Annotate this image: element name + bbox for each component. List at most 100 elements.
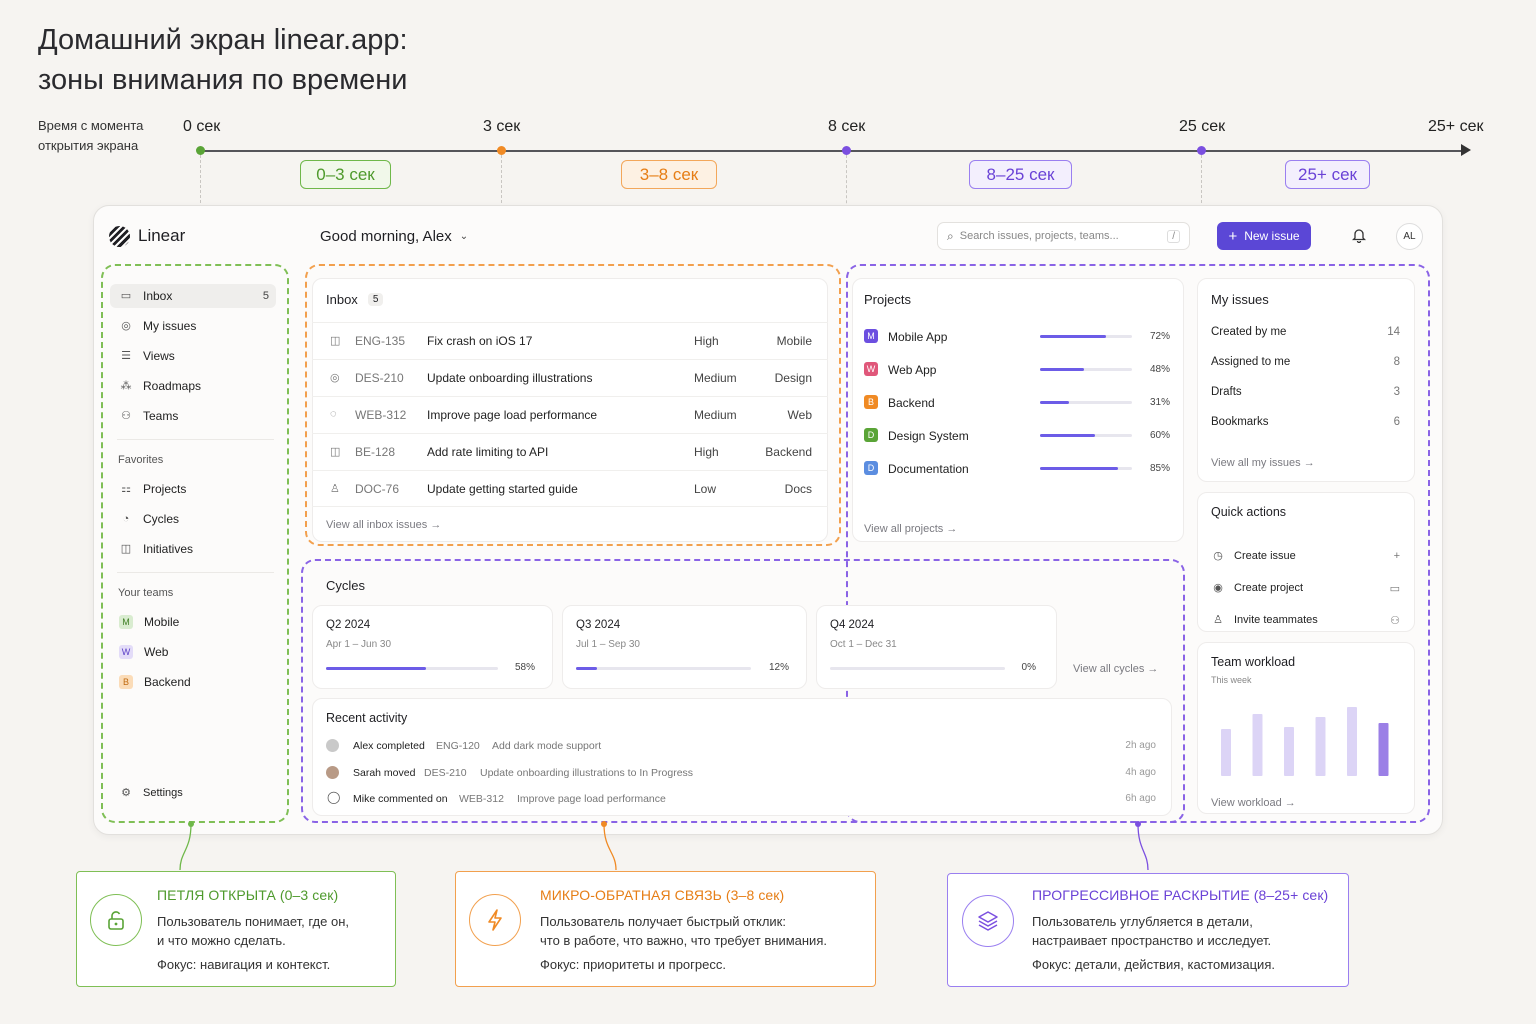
connector-purple-dot (1135, 821, 1141, 827)
connector-green-dot (188, 821, 194, 827)
timeline-axis (200, 150, 1466, 152)
range-pill-3-8: 3–8 сек (621, 160, 717, 189)
connector-purple (1137, 823, 1149, 871)
zone-micro-feedback (305, 264, 841, 546)
roadmap-icon: ⁂ (120, 380, 132, 392)
quick-actions-title: Quick actions (1211, 505, 1287, 519)
sidebar-item-initiatives[interactable]: ◫ Initiatives (120, 542, 194, 556)
inbox-list: ◫ ENG-135 Fix crash on iOS 17 High Mobil… (312, 322, 828, 507)
sidebar-item-projects[interactable]: ⚏ Projects (119, 477, 269, 501)
inbox-title: Inbox (326, 292, 358, 307)
view-all-cycles-link[interactable]: View all cycles → (1073, 663, 1159, 675)
projects-list: M Mobile App 72% W Web App 48% B Backend… (864, 326, 1170, 491)
quick-actions-list: ◷ Create issue + ◉ Create project ▭ ♙ Invite … (1211, 540, 1400, 636)
project-row[interactable]: W Web App 48% (864, 359, 1170, 392)
sidebar-item-team-web[interactable]: W Web (119, 640, 269, 664)
title-line-1: Домашний экран linear.app: (38, 24, 408, 56)
my-issues-card (1197, 278, 1415, 482)
workload-title: Team workload (1211, 655, 1296, 669)
table-row[interactable]: ◫ ENG-135 Fix crash on iOS 17 High Mobil… (312, 322, 828, 359)
tick-0: 0 сек (183, 118, 221, 135)
project-progress-fill (1040, 467, 1119, 470)
list-item[interactable]: Assigned to me 8 (1211, 356, 1400, 368)
quick-action-create-project[interactable]: ◉ Create project ▭ (1211, 572, 1400, 604)
search-placeholder: Search issues, projects, teams... (959, 230, 1119, 242)
project-progress-fill (1040, 368, 1085, 371)
greeting-text: Good morning, Alex (320, 228, 452, 245)
workload-bar (1315, 717, 1326, 776)
table-row[interactable]: ◎ DES-210 Update onboarding illustration… (312, 359, 828, 396)
project-row[interactable]: M Mobile App 72% (864, 326, 1170, 359)
inbox-row-icon: ♙ (330, 483, 340, 495)
plus-icon: + (1228, 227, 1238, 245)
sidebar-item-my-issues[interactable]: ◎ My issues (119, 314, 269, 338)
view-all-projects-link[interactable]: View all projects → (864, 523, 958, 535)
tick-25-plus: 25+ сек (1428, 118, 1484, 135)
sidebar-item-views[interactable]: ☰ Views (119, 344, 269, 368)
greeting-dropdown[interactable]: Good morning, Alex ⌄ (320, 228, 468, 245)
team-badge-backend: B (119, 675, 133, 689)
range-pill-25-plus: 25+ сек (1285, 160, 1370, 189)
tick-3: 3 сек (483, 118, 521, 135)
sidebar-item-cycles[interactable]: ◔ Cycles (119, 507, 269, 531)
table-row[interactable]: ♙ DOC-76 Update getting started guide Lo… (312, 470, 828, 507)
search-icon: ⌕ (947, 228, 954, 243)
inbox-row-icon: ◫ (330, 335, 341, 347)
bell-icon[interactable] (1351, 227, 1367, 244)
list-item[interactable]: Bookmarks 6 (1211, 416, 1400, 428)
new-issue-label: New issue (1244, 229, 1300, 243)
cycle-card-q4[interactable]: Q4 2024 Oct 1 – Dec 31 0% (816, 605, 1057, 689)
app-logo-text: Linear (138, 226, 186, 245)
timeline-arrow-icon (1461, 144, 1471, 156)
sidebar-item-teams[interactable]: ⚇ Teams (119, 404, 269, 428)
favorites-title: Favorites (118, 454, 164, 466)
view-all-my-issues-link[interactable]: View all my issues → (1211, 457, 1315, 469)
new-issue-button[interactable]: + New issue (1217, 222, 1311, 250)
project-progress-bar (1040, 368, 1132, 371)
activity-row[interactable]: ◯ Mike commented on WEB-312 Improve page… (327, 790, 1156, 805)
sidebar-item-roadmaps[interactable]: ⁂ Roadmaps (120, 379, 202, 393)
sidebar-item-settings[interactable]: ⚙ Settings (119, 781, 183, 805)
sidebar-main: ▭ Inbox 5 ◎ My issues ☰ Views ⁂ Roadmaps ⚇ Tea… (119, 284, 270, 428)
project-progress-fill (1040, 434, 1096, 437)
tick-8: 8 сек (828, 118, 866, 135)
activity-row[interactable]: Sarah moved DES-210 Update onboarding il… (326, 764, 1156, 791)
tick-25: 25 сек (1179, 118, 1226, 135)
project-row[interactable]: D Documentation 85% (864, 458, 1170, 491)
my-issues-title: My issues (1211, 292, 1269, 307)
connector-orange (603, 823, 617, 871)
search-input[interactable]: ⌕ Search issues, projects, teams... / (937, 222, 1190, 250)
list-item[interactable]: Drafts 3 (1211, 386, 1400, 398)
sidebar-item-team-mobile[interactable]: M Mobile (119, 610, 269, 634)
inbox-row-icon: ◫ (330, 446, 341, 458)
view-all-inbox-link[interactable]: View all inbox issues → (326, 519, 442, 531)
cycles-icon: ◔ (122, 513, 130, 525)
cycle-progress-bar (830, 667, 1005, 670)
inbox-title-count: 5 (367, 293, 384, 306)
sidebar-item-inbox[interactable]: ▭ Inbox 5 (120, 289, 269, 303)
project-row[interactable]: B Backend 31% (864, 392, 1170, 425)
list-item[interactable]: Created by me 14 (1211, 326, 1400, 338)
project-row[interactable]: D Design System 60% (864, 425, 1170, 458)
quick-action-create-issue[interactable]: ◷ Create issue + (1211, 540, 1400, 572)
workload-chart (1221, 707, 1389, 776)
table-row[interactable]: ◫ BE-128 Add rate limiting to API High B… (312, 433, 828, 470)
avatar (326, 765, 339, 779)
invite-icon: ♙ (1213, 614, 1223, 626)
project-progress-bar (1040, 467, 1132, 470)
avatar[interactable]: AL (1396, 223, 1423, 250)
cycle-card-q2[interactable]: Q2 2024 Apr 1 – Jun 30 58% (312, 605, 553, 689)
quick-action-invite[interactable]: ♙ Invite teammates ⚇ (1211, 604, 1400, 636)
view-workload-link[interactable]: View workload → (1211, 797, 1296, 809)
project-badge: D (864, 428, 878, 442)
workload-bar (1252, 714, 1263, 776)
layers-icon (962, 895, 1014, 947)
projects-card (852, 278, 1184, 542)
sidebar-item-team-backend[interactable]: B Backend (119, 670, 269, 694)
cycle-progress-bar (326, 667, 498, 670)
sidebar-active-bg (110, 284, 276, 308)
table-row[interactable]: ◌ WEB-312 Improve page load performance … (312, 396, 828, 433)
arrow-right-icon: → (430, 519, 442, 531)
cycle-card-q3[interactable]: Q3 2024 Jul 1 – Sep 30 12% (562, 605, 807, 689)
activity-row[interactable]: Alex completed ENG-120 Add dark mode sup… (326, 737, 1156, 764)
